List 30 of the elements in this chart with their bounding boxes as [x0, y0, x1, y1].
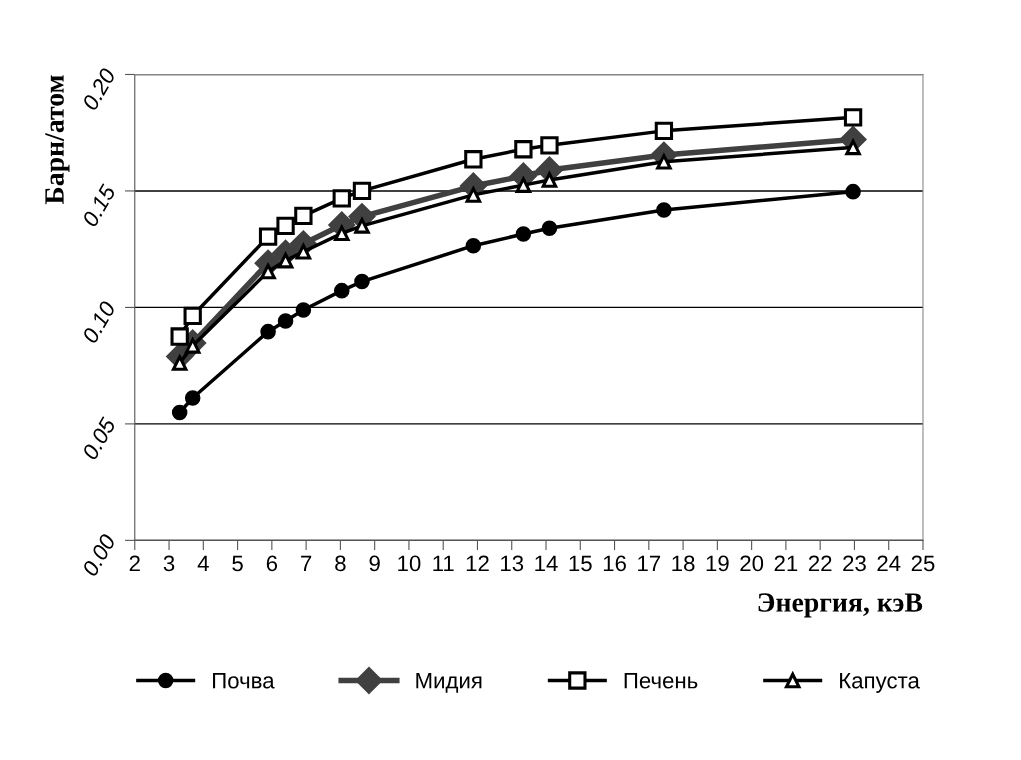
x-tick-label: 12 — [466, 555, 489, 572]
x-tick-label: 5 — [232, 555, 243, 572]
legend-label: Почва — [213, 672, 275, 689]
x-tick-label: 9 — [369, 555, 380, 572]
legend-label: Печень — [624, 672, 698, 689]
x-tick-label: 3 — [163, 555, 175, 572]
x-tick-label: 4 — [197, 555, 209, 572]
x-tick-label: 24 — [877, 555, 901, 572]
x-tick-label: 10 — [398, 555, 421, 572]
x-tick-label: 13 — [501, 555, 524, 572]
x-tick-label: 22 — [808, 555, 832, 572]
x-tick-label: 16 — [603, 555, 626, 572]
x-tick-label: 21 — [774, 555, 798, 572]
x-tick-label: 23 — [843, 555, 866, 572]
x-tick-label: 14 — [535, 555, 558, 572]
x-tick-label: 7 — [301, 555, 312, 572]
x-tick-label: 19 — [706, 555, 729, 572]
x-axis-title: Энергия, кэВ — [758, 593, 923, 618]
x-tick-label: 15 — [569, 555, 592, 572]
x-tick-label: 17 — [638, 555, 661, 572]
x-tick-label: 20 — [740, 555, 764, 572]
x-tick-label: 8 — [335, 555, 346, 572]
x-tick-label: 18 — [672, 555, 695, 572]
x-tick-label: 2 — [129, 555, 140, 572]
y-axis-title: Барн/атом — [45, 75, 70, 205]
legend-label: Капуста — [840, 672, 920, 693]
x-tick-label: 11 — [433, 555, 454, 572]
x-tick-label: 6 — [266, 555, 278, 572]
x-tick-label: 25 — [911, 555, 935, 572]
legend-label: Мидия — [416, 672, 482, 693]
